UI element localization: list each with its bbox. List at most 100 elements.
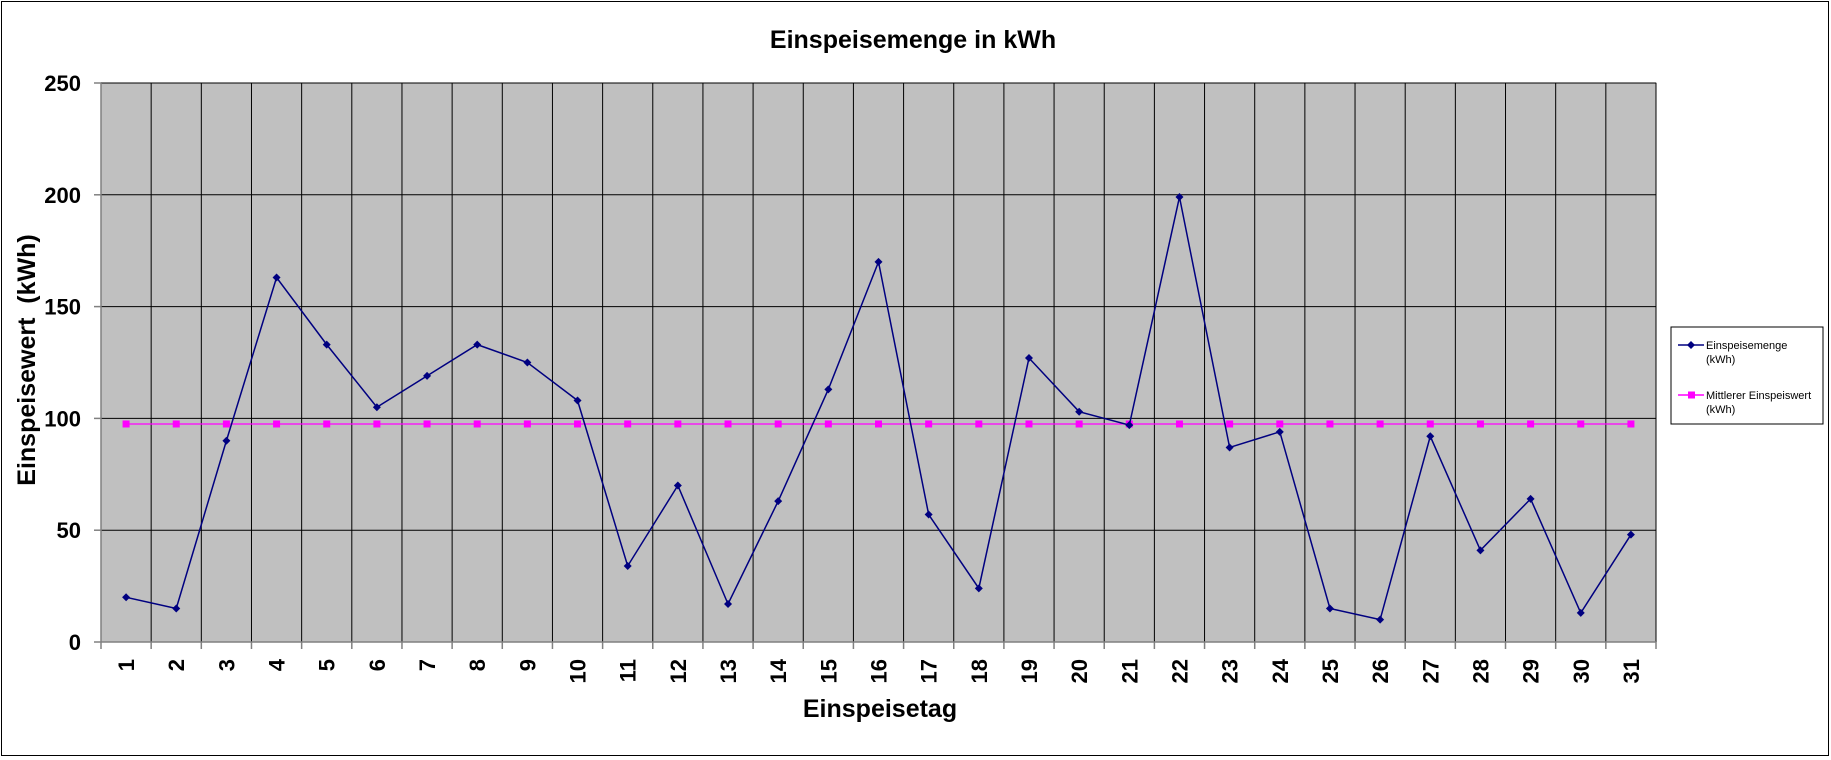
x-tick-label: 8 bbox=[465, 659, 490, 671]
data-point bbox=[824, 420, 832, 428]
x-tick-label: 1 bbox=[114, 659, 139, 671]
x-tick-label: 23 bbox=[1218, 659, 1243, 683]
data-point bbox=[272, 273, 281, 282]
data-point bbox=[573, 396, 582, 405]
data-point bbox=[1526, 494, 1535, 503]
data-point bbox=[1025, 420, 1033, 428]
data-point bbox=[574, 420, 582, 428]
y-tick-label: 200 bbox=[44, 183, 81, 208]
data-point bbox=[975, 420, 983, 428]
x-tick-label: 19 bbox=[1017, 659, 1042, 683]
data-point bbox=[473, 420, 481, 428]
data-point bbox=[122, 420, 130, 428]
data-point bbox=[1326, 420, 1334, 428]
x-tick-label: 2 bbox=[164, 659, 189, 671]
x-tick-label: 28 bbox=[1468, 659, 1493, 683]
x-tick-label: 14 bbox=[766, 658, 791, 683]
y-tick-label: 250 bbox=[44, 71, 81, 96]
data-point bbox=[1125, 421, 1134, 430]
legend-entry: Einspeisemenge (kWh) bbox=[1678, 340, 1787, 366]
series bbox=[122, 193, 1635, 624]
data-point bbox=[1626, 530, 1635, 539]
data-point bbox=[824, 385, 833, 394]
x-tick-label: 27 bbox=[1418, 659, 1443, 683]
data-point bbox=[874, 257, 883, 266]
data-point bbox=[523, 358, 532, 367]
data-point bbox=[1376, 615, 1385, 624]
legend-marker bbox=[1687, 341, 1695, 349]
chart-title: Einspeisemenge in kWh bbox=[770, 26, 1056, 54]
data-point bbox=[1075, 420, 1083, 428]
x-tick-label: 31 bbox=[1619, 659, 1644, 683]
data-point bbox=[624, 420, 632, 428]
data-point bbox=[273, 420, 281, 428]
plot-area bbox=[100, 82, 1657, 643]
data-point bbox=[1325, 604, 1334, 613]
data-point bbox=[1426, 420, 1434, 428]
y-tick-label: 0 bbox=[69, 630, 81, 655]
legend-label: Einspeisemenge bbox=[1706, 340, 1787, 352]
data-point bbox=[1577, 420, 1585, 428]
x-tick-label: 4 bbox=[265, 658, 290, 671]
y-axis-label: Einspeisewert (kWh) bbox=[13, 234, 41, 485]
data-point bbox=[172, 604, 181, 613]
data-point bbox=[1576, 608, 1585, 617]
data-point bbox=[774, 497, 783, 506]
legend-label: Mittlerer Einspeiswert bbox=[1706, 390, 1811, 402]
data-point bbox=[473, 340, 482, 349]
data-point bbox=[974, 584, 983, 593]
x-tick-label: 13 bbox=[716, 659, 741, 683]
x-tick-label: 10 bbox=[566, 659, 591, 683]
x-tick-label: 20 bbox=[1067, 659, 1092, 683]
data-point bbox=[1075, 407, 1084, 416]
data-point bbox=[1225, 443, 1234, 452]
data-point bbox=[1276, 420, 1284, 428]
legend-box bbox=[1670, 326, 1824, 425]
data-point bbox=[1175, 193, 1184, 202]
data-point bbox=[1226, 420, 1234, 428]
x-tick-label: 17 bbox=[917, 659, 942, 683]
data-point bbox=[372, 403, 381, 412]
data-point bbox=[423, 371, 432, 380]
data-point bbox=[122, 593, 131, 602]
x-tick-label: 9 bbox=[515, 659, 540, 671]
data-point bbox=[222, 436, 231, 445]
x-tick-label: 24 bbox=[1268, 658, 1293, 683]
data-point bbox=[323, 420, 331, 428]
x-tick-label: 22 bbox=[1167, 659, 1192, 683]
gridlines bbox=[100, 82, 1657, 643]
data-point bbox=[1175, 420, 1183, 428]
data-point bbox=[523, 420, 531, 428]
x-tick-label: 3 bbox=[214, 659, 239, 671]
x-tick-label: 25 bbox=[1318, 659, 1343, 683]
legend: Einspeisemenge (kWh) Mittlerer Einspeiswer… bbox=[1670, 326, 1824, 425]
y-tick-label: 50 bbox=[57, 518, 81, 543]
data-point bbox=[674, 420, 682, 428]
data-point bbox=[1024, 354, 1033, 363]
legend-label: (kWh) bbox=[1706, 354, 1735, 366]
data-point bbox=[673, 481, 682, 490]
data-point bbox=[373, 420, 381, 428]
x-tick-label: 29 bbox=[1519, 659, 1544, 683]
data-point bbox=[423, 420, 431, 428]
data-point bbox=[724, 420, 732, 428]
data-point bbox=[1476, 546, 1485, 555]
data-point bbox=[623, 561, 632, 570]
legend-marker bbox=[1688, 391, 1695, 399]
x-tick-label: 12 bbox=[666, 659, 691, 683]
x-axis-label: Einspeisetag bbox=[803, 695, 957, 723]
x-tick-label: 26 bbox=[1368, 659, 1393, 683]
data-point bbox=[1426, 432, 1435, 441]
x-tick-label: 30 bbox=[1569, 659, 1594, 683]
data-point bbox=[774, 420, 782, 428]
data-point bbox=[322, 340, 331, 349]
data-point bbox=[172, 420, 180, 428]
data-point bbox=[724, 599, 733, 608]
x-tick-label: 18 bbox=[967, 659, 992, 683]
x-tick-label: 21 bbox=[1117, 659, 1142, 683]
data-point bbox=[1476, 420, 1484, 428]
data-point bbox=[1376, 420, 1384, 428]
